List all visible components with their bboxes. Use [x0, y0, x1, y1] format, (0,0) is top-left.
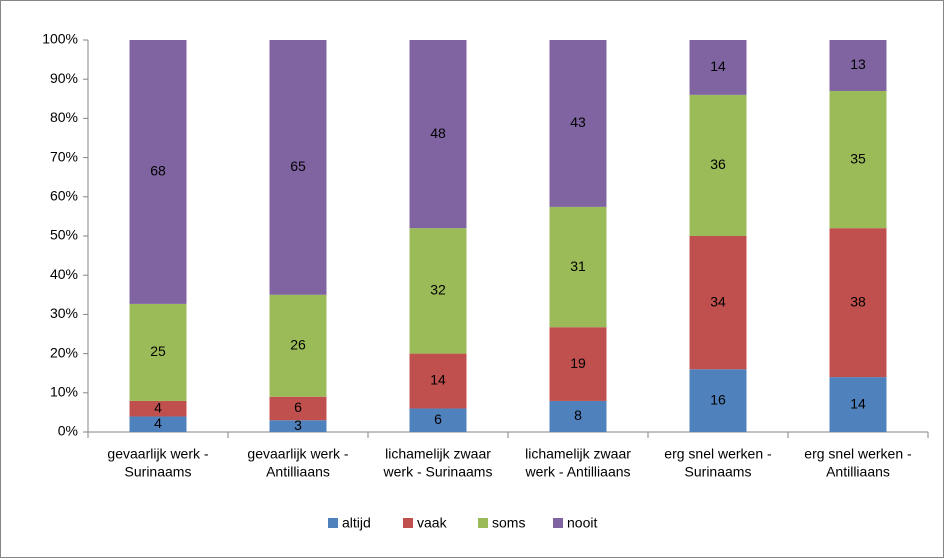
data-label: 32 [430, 282, 446, 298]
y-tick-label: 60% [50, 188, 78, 204]
y-tick-label: 0% [58, 423, 78, 439]
bar-segment [829, 40, 887, 91]
legend-swatch [553, 518, 563, 528]
bar-segment [689, 40, 747, 95]
x-tick-label: lichamelijk zwaar [385, 446, 491, 462]
data-label: 43 [570, 114, 586, 130]
legend-swatch [478, 518, 488, 528]
data-label: 38 [850, 293, 866, 309]
data-label: 48 [430, 125, 446, 141]
legend-label: altijd [342, 515, 371, 531]
bar-segment [409, 40, 467, 229]
bar-segment [269, 420, 327, 432]
data-label: 4 [154, 415, 162, 431]
data-label: 34 [710, 293, 726, 309]
bar-segment [829, 377, 887, 432]
bar-segment [689, 236, 747, 370]
x-tick-label: lichamelijk zwaar [525, 446, 631, 462]
bar-segment [129, 400, 187, 417]
legend-label: vaak [417, 515, 448, 531]
bar-segment [549, 40, 607, 207]
legend-label: soms [492, 515, 525, 531]
y-tick-label: 40% [50, 266, 78, 282]
y-tick-label: 90% [50, 70, 78, 86]
data-label: 19 [570, 355, 586, 371]
x-tick-label: werk - Antilliaans [524, 464, 630, 480]
y-tick-label: 20% [50, 344, 78, 360]
data-label: 4 [154, 399, 162, 415]
data-label: 36 [710, 156, 726, 172]
legend-swatch [328, 518, 338, 528]
bar-segment [689, 94, 747, 236]
x-tick-label: erg snel werken - [664, 446, 772, 462]
data-label: 65 [290, 158, 306, 174]
bar-segment [409, 408, 467, 432]
legend-swatch [403, 518, 413, 528]
data-label: 13 [850, 56, 866, 72]
bar-segment [549, 206, 607, 328]
y-tick-label: 100% [42, 31, 78, 47]
data-label: 25 [150, 343, 166, 359]
bar-segment [129, 40, 187, 304]
data-label: 8 [574, 407, 582, 423]
data-label: 14 [430, 372, 446, 388]
data-label: 31 [570, 258, 586, 274]
data-label: 3 [294, 417, 302, 433]
data-label: 14 [850, 395, 866, 411]
bar-segment [129, 416, 187, 432]
bar-segment [829, 90, 887, 229]
x-tick-label: werk - Surinaams [383, 464, 493, 480]
bar-segment [269, 40, 327, 295]
y-tick-label: 30% [50, 305, 78, 321]
bar-segment [689, 369, 747, 432]
x-tick-label: Surinaams [685, 464, 752, 480]
y-tick-label: 10% [50, 384, 78, 400]
x-tick-label: Surinaams [125, 464, 192, 480]
data-label: 14 [710, 58, 726, 74]
y-tick-label: 50% [50, 227, 78, 243]
x-tick-label: gevaarlijk werk - [247, 446, 348, 462]
bar-segment [549, 327, 607, 401]
x-tick-label: gevaarlijk werk - [107, 446, 208, 462]
legend-label: nooit [567, 515, 597, 531]
data-label: 6 [434, 411, 442, 427]
y-tick-label: 70% [50, 148, 78, 164]
bar-segment [129, 303, 187, 401]
bar-segment [409, 353, 467, 409]
x-tick-label: Antilliaans [826, 464, 890, 480]
data-label: 26 [290, 336, 306, 352]
bar-segment [269, 294, 327, 397]
data-label: 35 [850, 150, 866, 166]
data-label: 16 [710, 391, 726, 407]
x-tick-label: Antilliaans [266, 464, 330, 480]
bar-segment [409, 228, 467, 354]
bar-segment [829, 228, 887, 378]
data-label: 6 [294, 399, 302, 415]
bar-segment [549, 400, 607, 432]
y-tick-label: 80% [50, 109, 78, 125]
bar-segment [269, 396, 327, 421]
x-tick-label: erg snel werken - [804, 446, 912, 462]
data-label: 68 [150, 163, 166, 179]
